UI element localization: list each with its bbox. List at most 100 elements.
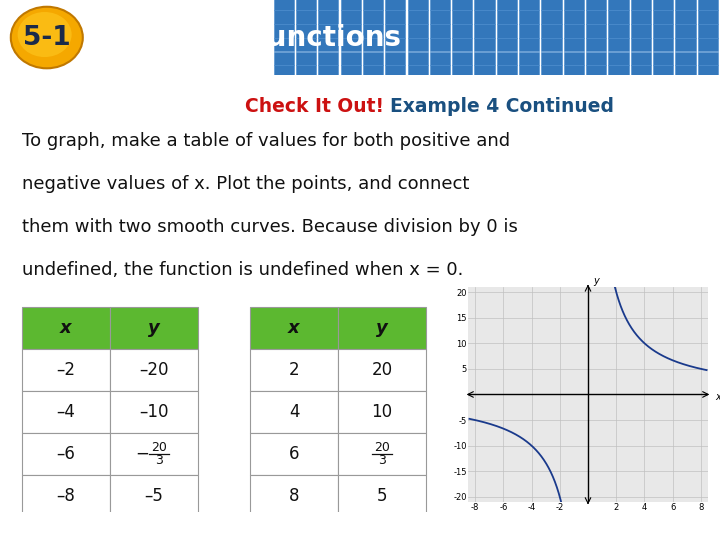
Bar [653, 38, 673, 51]
Bar [430, 10, 450, 24]
Bar [608, 38, 629, 51]
Bar [385, 0, 405, 10]
Bar [341, 24, 361, 38]
Bar [698, 51, 718, 65]
Bar [22, 307, 110, 349]
Ellipse shape [11, 7, 83, 68]
Bar [341, 65, 361, 79]
Bar [497, 65, 517, 79]
Bar [274, 10, 294, 24]
Bar [363, 10, 383, 24]
Bar [318, 10, 338, 24]
Bar [250, 475, 338, 517]
Bar [564, 65, 584, 79]
Bar [474, 0, 495, 10]
Bar [338, 433, 426, 475]
Bar [564, 10, 584, 24]
Bar [474, 10, 495, 24]
Bar [631, 24, 651, 38]
Text: 3: 3 [155, 455, 163, 468]
Bar [341, 0, 361, 10]
Bar [631, 65, 651, 79]
Text: Check It Out!: Check It Out! [245, 97, 384, 116]
Bar [675, 0, 696, 10]
Bar [541, 10, 562, 24]
Bar [541, 24, 562, 38]
Bar [110, 391, 198, 433]
Bar [363, 65, 383, 79]
Bar [698, 10, 718, 24]
Bar [318, 38, 338, 51]
Text: undefined, the function is undefined when x = 0.: undefined, the function is undefined whe… [22, 261, 464, 279]
Bar [541, 38, 562, 51]
Bar [497, 10, 517, 24]
Bar [274, 38, 294, 51]
Bar [675, 24, 696, 38]
Bar [631, 38, 651, 51]
Bar [250, 349, 338, 391]
Text: 20: 20 [151, 441, 167, 455]
Bar [341, 51, 361, 65]
Bar [675, 51, 696, 65]
Bar [564, 38, 584, 51]
Bar [110, 433, 198, 475]
Bar [586, 10, 606, 24]
Bar [586, 65, 606, 79]
Bar [363, 0, 383, 10]
Bar [474, 24, 495, 38]
Bar [497, 38, 517, 51]
Text: –2: –2 [56, 361, 76, 379]
Bar [110, 307, 198, 349]
Text: y: y [376, 319, 388, 337]
Bar [338, 475, 426, 517]
Bar [385, 38, 405, 51]
Bar [519, 0, 539, 10]
Bar [675, 65, 696, 79]
Text: them with two smooth curves. Because division by 0 is: them with two smooth curves. Because div… [22, 218, 518, 236]
Text: y: y [148, 319, 160, 337]
Bar [430, 0, 450, 10]
Bar [519, 51, 539, 65]
Bar [653, 0, 673, 10]
Bar [22, 475, 110, 517]
Bar [274, 51, 294, 65]
Bar [452, 24, 472, 38]
Bar [318, 51, 338, 65]
Text: x: x [288, 319, 300, 337]
Text: y: y [593, 276, 599, 286]
Bar [608, 51, 629, 65]
Text: x: x [60, 319, 72, 337]
Text: –4: –4 [57, 403, 76, 421]
Bar [541, 65, 562, 79]
Text: 6: 6 [289, 445, 300, 463]
Bar [586, 0, 606, 10]
Bar [541, 0, 562, 10]
Bar [274, 24, 294, 38]
Bar [296, 10, 316, 24]
Bar [274, 0, 294, 10]
Text: –20: –20 [139, 361, 168, 379]
Bar [631, 10, 651, 24]
Bar [385, 10, 405, 24]
Text: 2: 2 [289, 361, 300, 379]
Bar [408, 24, 428, 38]
Bar [586, 51, 606, 65]
Bar [338, 349, 426, 391]
Bar [430, 38, 450, 51]
Bar [452, 51, 472, 65]
Bar [110, 475, 198, 517]
Bar [338, 307, 426, 349]
Bar [564, 24, 584, 38]
Bar [497, 0, 517, 10]
Bar [430, 24, 450, 38]
Text: Copyright © by Holt McDougal. All Rights Reserved.: Copyright © by Holt McDougal. All Rights… [415, 521, 706, 531]
Bar [408, 38, 428, 51]
Bar [608, 65, 629, 79]
Bar [296, 51, 316, 65]
Text: Holt McDougal Algebra 2: Holt McDougal Algebra 2 [14, 519, 161, 532]
Bar [698, 65, 718, 79]
Bar [452, 38, 472, 51]
Bar [586, 38, 606, 51]
Bar [408, 0, 428, 10]
Bar [631, 51, 651, 65]
